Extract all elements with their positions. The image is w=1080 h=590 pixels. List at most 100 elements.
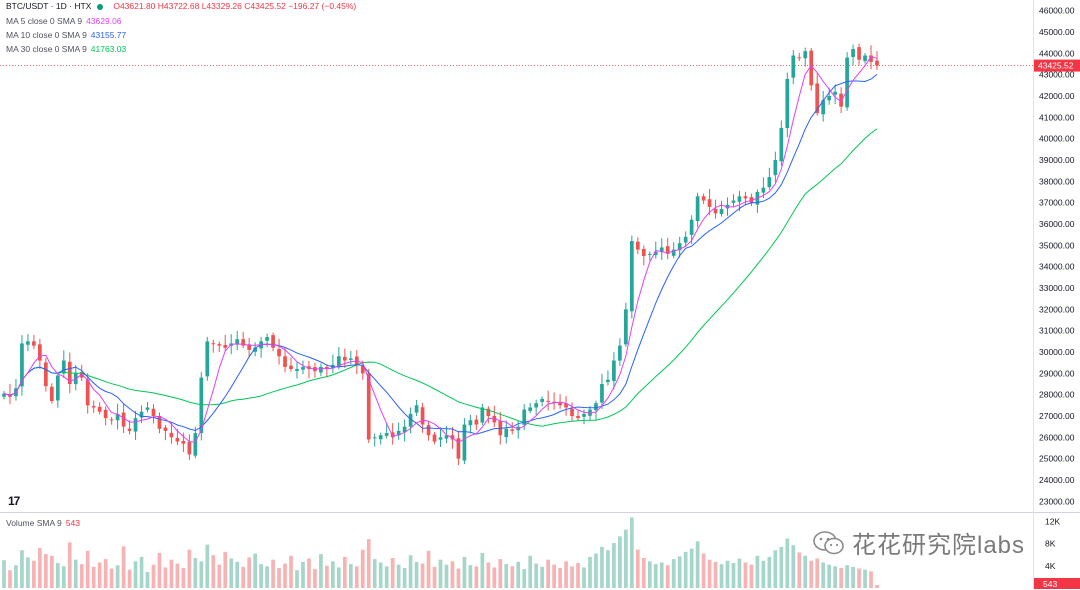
volume-label: Volume SMA 9 <box>6 518 62 528</box>
candle-body <box>600 384 604 403</box>
price-tick-label: 44000.00 <box>1039 48 1075 58</box>
candle-body <box>474 419 479 425</box>
candle-body <box>444 435 449 439</box>
volume-bar <box>546 559 550 588</box>
candle-body <box>85 379 90 406</box>
volume-bar <box>516 561 521 588</box>
price-tick-label: 30000.00 <box>1039 347 1075 357</box>
candle-body <box>677 243 682 251</box>
volume-bar <box>600 546 604 588</box>
last-price-label: 43425.52 <box>1038 61 1074 71</box>
volume-bar <box>265 566 269 588</box>
price-tick-label: 42000.00 <box>1039 91 1075 101</box>
volume-bar <box>229 558 234 588</box>
candle-body <box>319 366 323 373</box>
candle-body <box>510 429 515 431</box>
candle-body <box>845 57 849 108</box>
volume-bar <box>175 563 180 588</box>
volume-bar <box>121 546 126 588</box>
volume-bar <box>576 563 580 588</box>
candle-body <box>875 60 879 66</box>
volume-bar <box>372 559 377 588</box>
volume-bar <box>396 564 401 588</box>
candle-body <box>115 413 120 421</box>
candle-body <box>683 236 688 243</box>
candle-body <box>121 412 126 427</box>
price-tick-label: 32000.00 <box>1039 304 1075 314</box>
volume-bar <box>241 566 246 588</box>
candle-body <box>618 345 622 361</box>
ma30-legend[interactable]: MA 30 close 0 SMA 9 41763.03 <box>6 43 126 55</box>
ma10-legend[interactable]: MA 10 close 0 SMA 9 43155.77 <box>6 29 126 41</box>
ma10-label: MA 10 close 0 SMA 9 <box>6 30 87 40</box>
price-tick-label: 25000.00 <box>1039 454 1075 464</box>
volume-bar <box>785 538 790 588</box>
volume-bar <box>139 556 144 588</box>
candle-body <box>390 432 395 438</box>
candle-body <box>564 403 568 408</box>
candle-body <box>809 50 814 86</box>
volume-bar <box>875 584 879 588</box>
symbol-title[interactable]: BTC/USDT · 1D · HTX <box>6 1 92 11</box>
volume-legend[interactable]: Volume SMA 9 543 <box>6 517 80 529</box>
volume-bar <box>20 550 24 588</box>
ma5-legend[interactable]: MA 5 close 0 SMA 9 43629.06 <box>6 15 122 27</box>
price-tick-label: 34000.00 <box>1039 262 1075 272</box>
candle-body <box>432 434 437 442</box>
candle-body <box>187 441 192 455</box>
volume-bar <box>869 571 873 588</box>
candle-body <box>707 199 712 207</box>
volume-bar <box>456 568 461 588</box>
volume-bar <box>235 561 240 588</box>
candle-body <box>857 47 861 60</box>
candle-body <box>635 241 640 250</box>
volume-bar <box>833 566 837 588</box>
ma5-value: 43629.06 <box>86 16 122 26</box>
volume-bar <box>348 564 353 588</box>
candle-body <box>133 418 138 432</box>
volume-bar <box>97 562 102 588</box>
candle-body <box>91 405 96 408</box>
candle-body <box>61 360 66 374</box>
volume-bar <box>624 529 628 588</box>
volume-bar <box>313 569 317 588</box>
ma5-label: MA 5 close 0 SMA 9 <box>6 16 83 26</box>
candle-body <box>289 365 293 370</box>
price-tick-label: 36000.00 <box>1039 219 1075 229</box>
volume-value: 543 <box>65 518 80 528</box>
candle-body <box>55 375 60 401</box>
volume-bar <box>163 567 168 588</box>
candle-body <box>414 405 419 413</box>
volume-bar <box>851 566 855 588</box>
candle-body <box>420 407 425 425</box>
volume-bar <box>301 561 305 588</box>
volume-bar <box>127 569 132 588</box>
candle-body <box>211 343 216 345</box>
price-tick-label: 23000.00 <box>1039 496 1075 506</box>
tradingview-logo-icon[interactable]: 17 <box>8 494 20 508</box>
candle-body <box>558 402 562 406</box>
volume-bar <box>432 566 437 588</box>
volume-bar <box>253 553 257 588</box>
volume-bar <box>725 560 730 588</box>
candle-body <box>127 428 132 431</box>
volume-bar <box>187 549 192 588</box>
candle-body <box>175 437 180 442</box>
candle-body <box>38 344 42 361</box>
volume-bar <box>73 559 78 588</box>
candle-body <box>217 344 222 346</box>
candle-body <box>839 93 843 107</box>
volume-bar <box>169 559 174 588</box>
volume-bar <box>426 550 431 588</box>
volume-bar <box>61 566 66 588</box>
candle-body <box>641 248 646 256</box>
volume-bar <box>534 563 539 588</box>
price-tick-label: 31000.00 <box>1039 326 1075 336</box>
candle-body <box>331 364 335 368</box>
candle-body <box>713 208 718 214</box>
volume-bar <box>803 555 808 588</box>
candle-body <box>803 51 808 59</box>
candle-body <box>815 83 820 114</box>
candle-body <box>540 398 545 402</box>
volume-bar <box>145 571 150 588</box>
